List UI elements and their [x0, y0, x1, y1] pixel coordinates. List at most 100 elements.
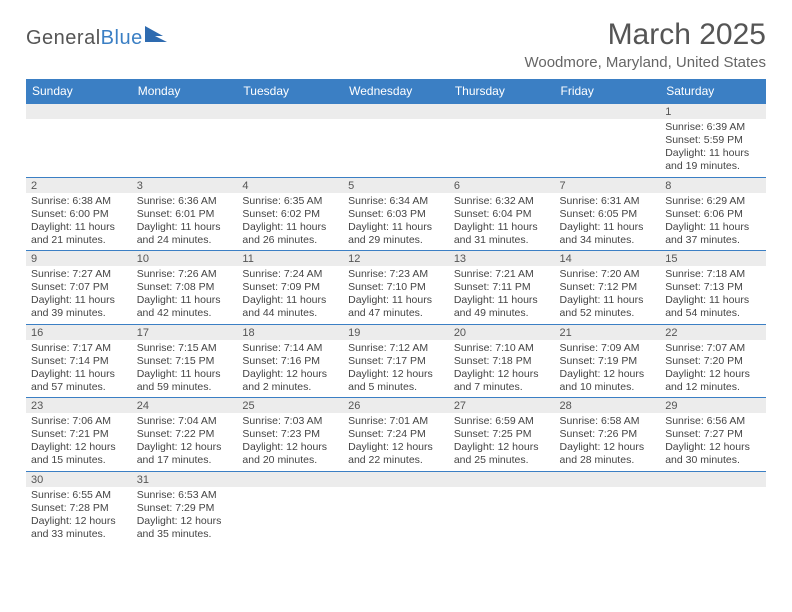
day-cell — [343, 119, 449, 177]
sunrise: Sunrise: 7:18 AM — [665, 268, 761, 281]
daynum-row: 1 — [26, 104, 766, 120]
daylight: Daylight: 11 hours and 19 minutes. — [665, 147, 761, 173]
day-cell — [660, 487, 766, 545]
daylight: Daylight: 11 hours and 26 minutes. — [242, 221, 338, 247]
day-cell: Sunrise: 6:39 AMSunset: 5:59 PMDaylight:… — [660, 119, 766, 177]
daylight: Daylight: 12 hours and 10 minutes. — [560, 368, 656, 394]
sunset: Sunset: 7:14 PM — [31, 355, 127, 368]
day-number — [449, 471, 555, 487]
sunrise: Sunrise: 7:10 AM — [454, 342, 550, 355]
daylight: Daylight: 12 hours and 35 minutes. — [137, 515, 233, 541]
daylight: Daylight: 11 hours and 39 minutes. — [31, 294, 127, 320]
col-sat: Saturday — [660, 79, 766, 104]
header-row: Sunday Monday Tuesday Wednesday Thursday… — [26, 79, 766, 104]
day-cell — [237, 487, 343, 545]
sunrise: Sunrise: 6:59 AM — [454, 415, 550, 428]
day-cell: Sunrise: 7:01 AMSunset: 7:24 PMDaylight:… — [343, 413, 449, 471]
day-cell — [555, 487, 661, 545]
logo-text-2: Blue — [101, 27, 143, 49]
day-number: 25 — [237, 398, 343, 414]
daylight: Daylight: 11 hours and 37 minutes. — [665, 221, 761, 247]
day-number: 27 — [449, 398, 555, 414]
col-wed: Wednesday — [343, 79, 449, 104]
sunset: Sunset: 7:11 PM — [454, 281, 550, 294]
daylight: Daylight: 11 hours and 42 minutes. — [137, 294, 233, 320]
day-cell: Sunrise: 7:20 AMSunset: 7:12 PMDaylight:… — [555, 266, 661, 324]
day-number: 11 — [237, 251, 343, 267]
day-cell: Sunrise: 6:32 AMSunset: 6:04 PMDaylight:… — [449, 193, 555, 251]
day-number — [555, 471, 661, 487]
sunrise: Sunrise: 6:29 AM — [665, 195, 761, 208]
day-cell — [449, 487, 555, 545]
sunrise: Sunrise: 7:06 AM — [31, 415, 127, 428]
day-cell — [555, 119, 661, 177]
sunset: Sunset: 6:03 PM — [348, 208, 444, 221]
sunset: Sunset: 6:00 PM — [31, 208, 127, 221]
day-cell: Sunrise: 6:36 AMSunset: 6:01 PMDaylight:… — [132, 193, 238, 251]
day-cell: Sunrise: 7:18 AMSunset: 7:13 PMDaylight:… — [660, 266, 766, 324]
location: Woodmore, Maryland, United States — [524, 54, 766, 71]
sunset: Sunset: 7:18 PM — [454, 355, 550, 368]
daylight: Daylight: 12 hours and 12 minutes. — [665, 368, 761, 394]
day-number — [660, 471, 766, 487]
sunset: Sunset: 7:07 PM — [31, 281, 127, 294]
day-cell: Sunrise: 6:53 AMSunset: 7:29 PMDaylight:… — [132, 487, 238, 545]
day-cell — [237, 119, 343, 177]
sunset: Sunset: 7:20 PM — [665, 355, 761, 368]
month-title: March 2025 — [524, 18, 766, 52]
sunset: Sunset: 7:24 PM — [348, 428, 444, 441]
sunrise: Sunrise: 6:56 AM — [665, 415, 761, 428]
daylight: Daylight: 12 hours and 15 minutes. — [31, 441, 127, 467]
sunset: Sunset: 7:08 PM — [137, 281, 233, 294]
col-sun: Sunday — [26, 79, 132, 104]
logo-text-1: General — [26, 27, 101, 49]
sunrise: Sunrise: 7:12 AM — [348, 342, 444, 355]
sunset: Sunset: 7:29 PM — [137, 502, 233, 515]
sunrise: Sunrise: 7:17 AM — [31, 342, 127, 355]
day-cell: Sunrise: 6:35 AMSunset: 6:02 PMDaylight:… — [237, 193, 343, 251]
day-number — [237, 104, 343, 120]
daylight: Daylight: 11 hours and 47 minutes. — [348, 294, 444, 320]
daylight: Daylight: 11 hours and 34 minutes. — [560, 221, 656, 247]
sunset: Sunset: 7:25 PM — [454, 428, 550, 441]
daylight: Daylight: 11 hours and 49 minutes. — [454, 294, 550, 320]
sunset: Sunset: 6:02 PM — [242, 208, 338, 221]
sunrise: Sunrise: 6:53 AM — [137, 489, 233, 502]
sunrise: Sunrise: 7:14 AM — [242, 342, 338, 355]
calendar-body: 1 Sunrise: 6:39 AMSunset: 5:59 PMDayligh… — [26, 104, 766, 545]
day-number: 28 — [555, 398, 661, 414]
sunset: Sunset: 6:01 PM — [137, 208, 233, 221]
day-number: 3 — [132, 177, 238, 193]
sunset: Sunset: 6:06 PM — [665, 208, 761, 221]
day-cell: Sunrise: 6:56 AMSunset: 7:27 PMDaylight:… — [660, 413, 766, 471]
day-cell: Sunrise: 7:21 AMSunset: 7:11 PMDaylight:… — [449, 266, 555, 324]
daynum-row: 9101112131415 — [26, 251, 766, 267]
day-cell: Sunrise: 7:04 AMSunset: 7:22 PMDaylight:… — [132, 413, 238, 471]
daylight: Daylight: 11 hours and 29 minutes. — [348, 221, 444, 247]
day-cell: Sunrise: 7:09 AMSunset: 7:19 PMDaylight:… — [555, 340, 661, 398]
day-cell — [449, 119, 555, 177]
day-cell: Sunrise: 7:07 AMSunset: 7:20 PMDaylight:… — [660, 340, 766, 398]
day-number: 29 — [660, 398, 766, 414]
day-number — [26, 104, 132, 120]
daynum-row: 3031 — [26, 471, 766, 487]
content-row: Sunrise: 6:55 AMSunset: 7:28 PMDaylight:… — [26, 487, 766, 545]
daylight: Daylight: 11 hours and 57 minutes. — [31, 368, 127, 394]
daylight: Daylight: 11 hours and 24 minutes. — [137, 221, 233, 247]
day-number: 10 — [132, 251, 238, 267]
day-cell: Sunrise: 6:38 AMSunset: 6:00 PMDaylight:… — [26, 193, 132, 251]
calendar-table: Sunday Monday Tuesday Wednesday Thursday… — [26, 79, 766, 544]
sunrise: Sunrise: 6:34 AM — [348, 195, 444, 208]
header: GeneralBlue March 2025 Woodmore, Marylan… — [26, 18, 766, 71]
day-cell: Sunrise: 7:12 AMSunset: 7:17 PMDaylight:… — [343, 340, 449, 398]
day-number: 19 — [343, 324, 449, 340]
day-number — [237, 471, 343, 487]
sunrise: Sunrise: 7:23 AM — [348, 268, 444, 281]
sunset: Sunset: 7:12 PM — [560, 281, 656, 294]
day-cell: Sunrise: 7:24 AMSunset: 7:09 PMDaylight:… — [237, 266, 343, 324]
day-number: 16 — [26, 324, 132, 340]
sunset: Sunset: 5:59 PM — [665, 134, 761, 147]
daylight: Daylight: 11 hours and 54 minutes. — [665, 294, 761, 320]
sunrise: Sunrise: 7:27 AM — [31, 268, 127, 281]
sunrise: Sunrise: 6:32 AM — [454, 195, 550, 208]
